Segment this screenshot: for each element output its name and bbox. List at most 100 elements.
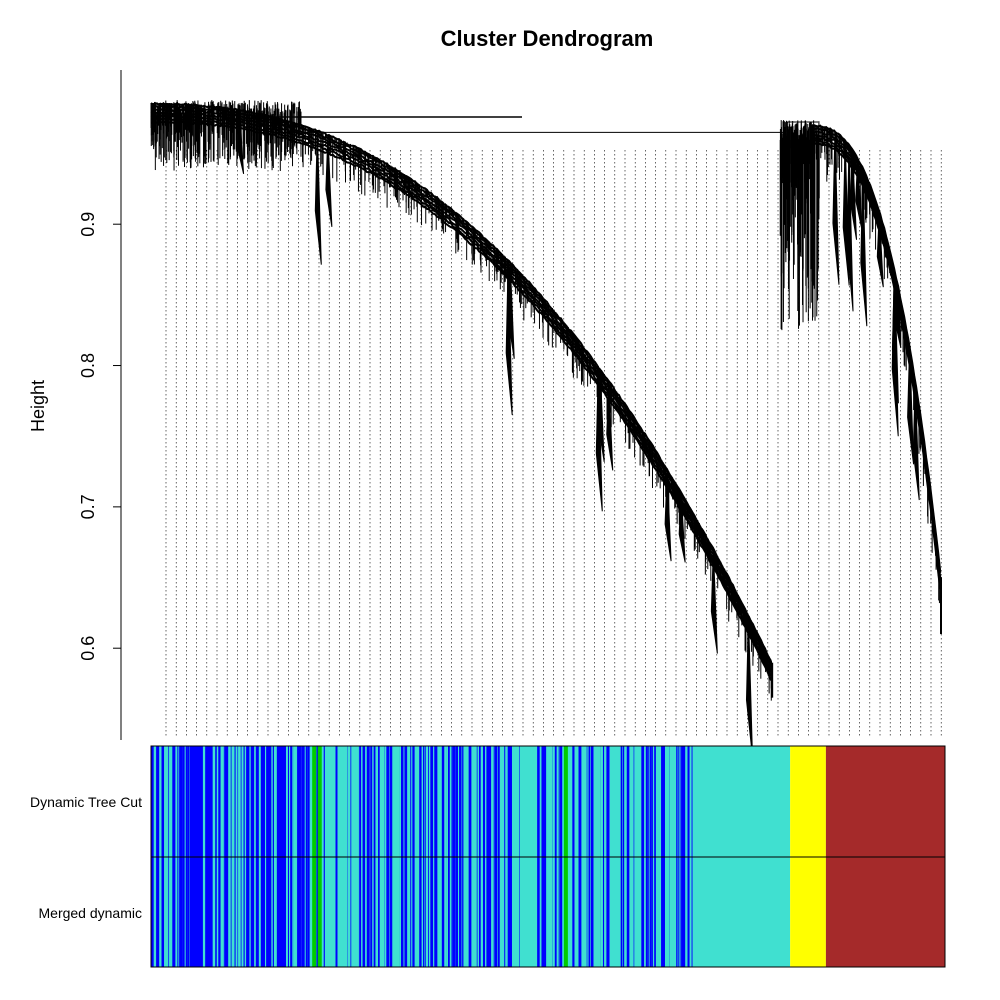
module-stripe bbox=[541, 857, 545, 967]
module-stripe bbox=[387, 746, 390, 857]
module-stripe bbox=[451, 746, 453, 857]
module-stripe bbox=[272, 857, 275, 967]
module-stripe bbox=[264, 857, 268, 967]
module-stripe bbox=[304, 857, 307, 967]
module-stripe bbox=[260, 746, 263, 857]
module-stripe bbox=[223, 746, 225, 857]
module-stripe bbox=[636, 746, 639, 857]
module-stripe bbox=[537, 857, 540, 967]
module-stripe bbox=[386, 746, 389, 857]
dendrogram-lobe bbox=[846, 144, 854, 312]
module-stripe bbox=[601, 746, 603, 857]
module-stripe bbox=[223, 857, 226, 967]
module-stripe bbox=[495, 857, 497, 967]
module-stripe bbox=[243, 857, 245, 967]
module-stripe bbox=[396, 746, 398, 857]
module-stripe bbox=[278, 746, 280, 857]
module-stripe bbox=[159, 746, 162, 857]
module-stripe bbox=[366, 746, 370, 857]
module-stripe bbox=[238, 857, 240, 967]
module-stripe bbox=[355, 746, 357, 857]
module-stripe bbox=[408, 746, 411, 857]
module-stripe bbox=[366, 857, 370, 967]
module-stripe bbox=[665, 857, 668, 967]
module-stripe bbox=[428, 746, 432, 857]
module-stripe bbox=[354, 746, 356, 857]
module-stripe bbox=[488, 857, 491, 967]
module-stripe bbox=[543, 857, 547, 967]
branch-band bbox=[809, 124, 942, 572]
module-stripe bbox=[572, 746, 575, 857]
module-stripe bbox=[576, 857, 579, 967]
branch-band bbox=[150, 120, 772, 681]
module-stripe bbox=[307, 857, 309, 967]
module-stripe bbox=[428, 857, 432, 967]
module-stripe bbox=[452, 746, 456, 857]
module-stripe bbox=[559, 746, 561, 857]
module-stripe bbox=[654, 746, 656, 857]
dendrogram-lobe bbox=[912, 380, 920, 501]
module-stripe bbox=[293, 746, 296, 857]
module-stripe bbox=[387, 857, 390, 967]
dendrogram-lobe bbox=[907, 346, 915, 465]
module-stripe bbox=[266, 857, 269, 967]
branch-band bbox=[150, 113, 772, 673]
y-tick-label: 0.7 bbox=[78, 494, 98, 519]
module-stripe bbox=[446, 746, 449, 857]
module-stripe bbox=[464, 857, 466, 967]
module-stripe bbox=[661, 746, 665, 857]
y-tick-label: 0.9 bbox=[78, 212, 98, 237]
module-stripe bbox=[233, 746, 236, 857]
module-stripe bbox=[159, 857, 162, 967]
module-stripe bbox=[184, 857, 186, 967]
module-stripe bbox=[241, 857, 244, 967]
module-stripe bbox=[223, 857, 225, 967]
y-axis-label: Height bbox=[28, 380, 48, 432]
module-stripe-green bbox=[563, 857, 568, 967]
dendrogram-lobe bbox=[710, 548, 718, 654]
module-stripe bbox=[235, 746, 238, 857]
module-stripe bbox=[203, 746, 206, 857]
module-stripe bbox=[654, 857, 656, 967]
module-stripe bbox=[379, 857, 381, 967]
module-stripe bbox=[172, 746, 176, 857]
module-stripe bbox=[155, 746, 159, 857]
module-stripe bbox=[284, 746, 286, 857]
module-stripe bbox=[468, 857, 472, 967]
module-stripe bbox=[656, 746, 658, 857]
module-stripe bbox=[641, 857, 645, 967]
module-stripe bbox=[616, 746, 620, 857]
module-stripe bbox=[351, 857, 355, 967]
module-stripe bbox=[419, 746, 422, 857]
module-stripe bbox=[351, 746, 355, 857]
module-stripe bbox=[218, 857, 221, 967]
module-stripe bbox=[464, 746, 466, 857]
module-stripe bbox=[182, 857, 184, 967]
module-stripe bbox=[601, 857, 603, 967]
module-stripe bbox=[685, 857, 688, 967]
module-stripe bbox=[335, 746, 338, 857]
module-stripe bbox=[230, 746, 233, 857]
module-stripe bbox=[229, 857, 231, 967]
module-stripe bbox=[290, 746, 293, 857]
module-stripe bbox=[286, 857, 288, 967]
module-stripe bbox=[423, 746, 425, 857]
module-stripe bbox=[175, 746, 178, 857]
module-stripe bbox=[231, 857, 234, 967]
module-stripe bbox=[206, 857, 210, 967]
module-stripe bbox=[380, 746, 382, 857]
module-segment-blue bbox=[682, 857, 693, 967]
module-stripe bbox=[155, 857, 159, 967]
module-stripe bbox=[609, 857, 611, 967]
module-stripe bbox=[286, 746, 288, 857]
module-stripe bbox=[452, 857, 456, 967]
branch-band bbox=[150, 117, 772, 677]
module-stripe bbox=[515, 746, 519, 857]
module-stripe bbox=[246, 746, 248, 857]
module-stripe bbox=[443, 857, 447, 967]
module-stripe bbox=[407, 857, 410, 967]
y-tick-label: 0.8 bbox=[78, 353, 98, 378]
module-stripe bbox=[283, 746, 285, 857]
module-stripe bbox=[636, 857, 639, 967]
